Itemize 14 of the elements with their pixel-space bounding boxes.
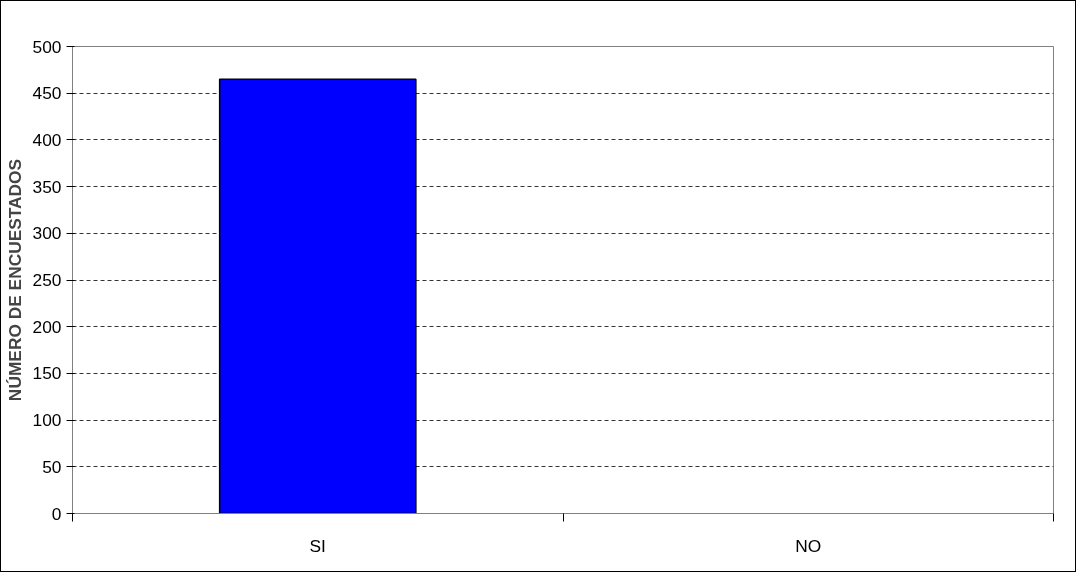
x-tick-label: SI [309, 535, 326, 556]
y-tick-label: 400 [32, 129, 62, 150]
y-tick-label: 500 [32, 36, 62, 57]
y-tick-label: 300 [32, 223, 62, 244]
y-tick-label: 150 [32, 363, 62, 384]
y-tick-label: 200 [32, 316, 62, 337]
y-tick-label: 100 [32, 410, 62, 431]
y-tick-label: 450 [32, 83, 62, 104]
y-tick-label: 0 [51, 503, 62, 524]
y-tick-label: 350 [32, 176, 62, 197]
y-tick-label: 50 [42, 456, 62, 477]
x-tick-label: NO [795, 535, 822, 556]
y-axis-title: NÚMERO DE ENCUESTADOS [4, 158, 25, 402]
y-tick-label: 250 [32, 270, 62, 290]
